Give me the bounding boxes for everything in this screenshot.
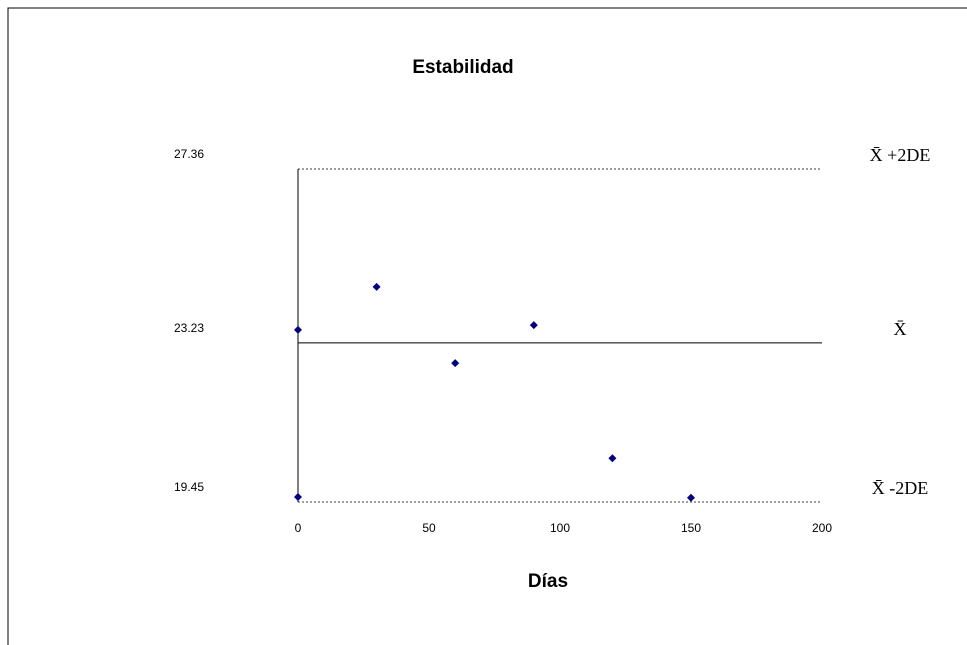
point <box>529 321 538 330</box>
point <box>294 325 302 334</box>
x-tick-label: 0 <box>295 521 302 535</box>
y-tick-label: 19.45 <box>174 480 204 494</box>
y-tick-label: 23.23 <box>174 321 204 335</box>
chart-frame <box>7 7 967 645</box>
x-tick-label: 100 <box>550 521 570 535</box>
point <box>294 492 302 501</box>
point <box>608 454 617 463</box>
control-line-label: X̄ +2DE <box>870 145 931 165</box>
point <box>687 493 695 502</box>
x-tick-label: 200 <box>812 521 832 535</box>
x-tick-label: 150 <box>681 521 701 535</box>
control-line-label: X̄ -2DE <box>872 478 929 498</box>
point <box>451 359 460 368</box>
y-tick-label: 27.36 <box>174 147 204 161</box>
x-axis-label: Días <box>528 571 568 592</box>
chart-title: Estabilidad <box>412 57 513 78</box>
control-line-label: X̄ <box>894 319 907 339</box>
point <box>372 282 381 291</box>
x-tick-label: 50 <box>422 521 436 535</box>
